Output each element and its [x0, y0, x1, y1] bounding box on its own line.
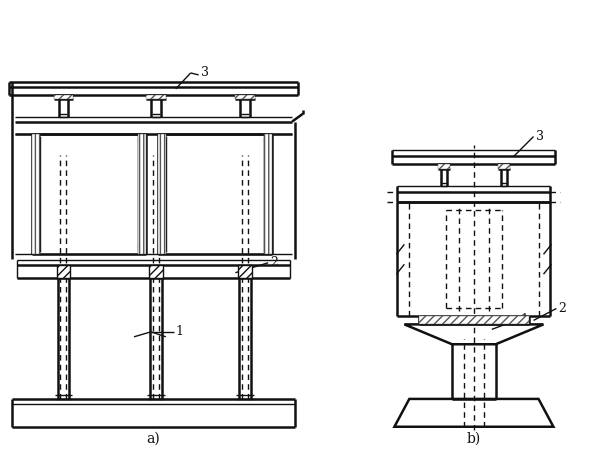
Text: 1: 1 — [521, 313, 529, 326]
Bar — [438, 164, 450, 169]
Bar — [235, 95, 255, 99]
Bar — [146, 95, 166, 99]
Text: 3: 3 — [200, 67, 209, 80]
Bar — [419, 316, 529, 324]
Polygon shape — [394, 399, 553, 427]
Text: 2: 2 — [559, 302, 566, 315]
Bar — [149, 265, 163, 278]
Bar — [53, 95, 73, 99]
Text: b): b) — [467, 432, 481, 446]
Text: a): a) — [146, 432, 160, 446]
Bar — [56, 265, 70, 278]
Text: 3: 3 — [536, 130, 544, 143]
Bar — [158, 134, 166, 254]
Text: 1: 1 — [176, 325, 184, 338]
Bar — [264, 134, 272, 254]
Bar — [32, 134, 40, 254]
Bar — [138, 134, 146, 254]
Bar — [238, 265, 252, 278]
Text: 2: 2 — [270, 256, 278, 269]
Bar — [498, 164, 509, 169]
Polygon shape — [404, 324, 544, 344]
